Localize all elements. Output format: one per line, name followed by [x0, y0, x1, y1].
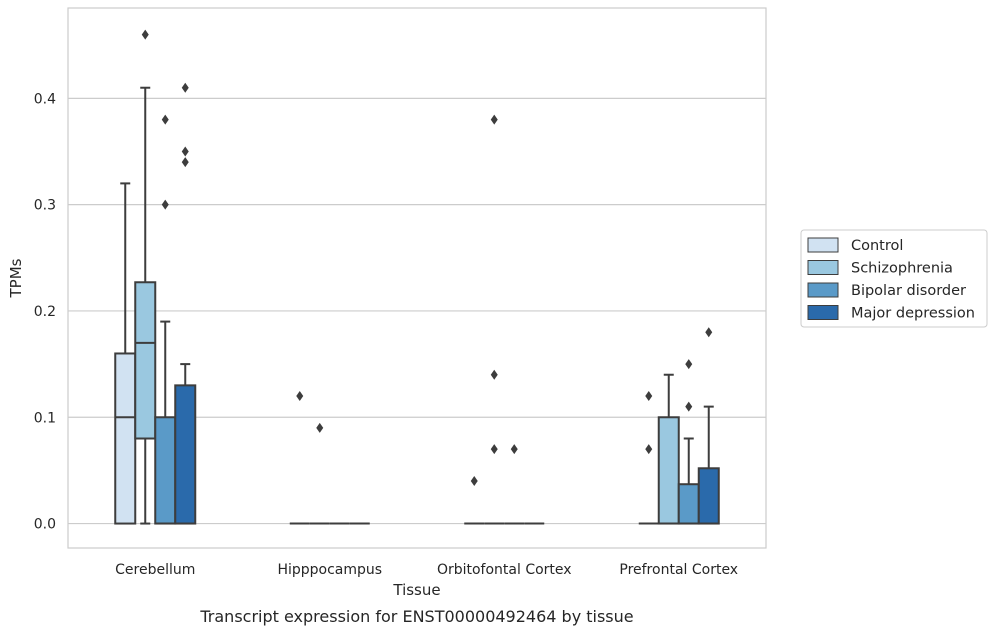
box-body	[657, 416, 680, 525]
outlier-point	[470, 476, 478, 487]
boxes	[114, 29, 720, 525]
legend-swatch	[807, 305, 839, 320]
box-3-2	[677, 359, 700, 525]
y-tick-label: 0.0	[34, 517, 56, 533]
outlier-point	[645, 390, 653, 401]
box-1-0	[289, 390, 310, 525]
box-2-2	[504, 444, 525, 525]
outlier-point	[685, 401, 693, 412]
box-2-1	[484, 114, 505, 525]
y-tick-label: 0.2	[34, 304, 56, 320]
outlier-point	[490, 444, 498, 455]
box-0-2	[154, 114, 177, 525]
box-2-0	[464, 476, 485, 525]
box-body	[174, 384, 197, 525]
legend-label: Control	[851, 238, 903, 254]
box-body	[154, 416, 177, 525]
outlier-point	[510, 444, 518, 455]
outlier-point	[705, 327, 713, 338]
outlier-point	[141, 29, 149, 40]
box-1-1	[309, 422, 330, 525]
outlier-point	[181, 157, 189, 168]
legend-swatch	[807, 260, 839, 275]
outlier-point	[296, 390, 304, 401]
y-tick-label: 0.3	[34, 198, 56, 214]
x-axis-label: Tissue	[392, 581, 440, 599]
legend: Control Schizophrenia Bipolar disorder Majo…	[800, 229, 988, 328]
outlier-point	[161, 114, 169, 125]
legend-label: Major depression	[851, 306, 975, 322]
legend-label: Bipolar disorder	[851, 283, 966, 299]
box-3-0	[638, 390, 659, 525]
y-tick-label: 0.4	[34, 91, 56, 107]
box-0-1	[134, 29, 157, 525]
legend-label: Schizophrenia	[851, 261, 953, 277]
legend-swatch	[807, 237, 839, 253]
box-3-3	[697, 327, 720, 525]
legend-swatch	[807, 282, 839, 298]
box-0-0	[114, 182, 137, 525]
y-tick-labels: 0.0 0.1 0.2 0.3 0.4	[34, 91, 56, 532]
x-tick-label: Prefrontal Cortex	[619, 562, 738, 578]
y-tick-label: 0.1	[34, 410, 56, 426]
x-tick-label: Hipppocampus	[277, 562, 382, 578]
chart-caption: Transcript expression for ENST0000049246…	[199, 607, 633, 626]
plot-frame	[67, 7, 767, 549]
box-3-1	[657, 373, 680, 525]
outlier-point	[316, 422, 324, 433]
y-axis-label: TPMs	[7, 258, 25, 298]
outlier-point	[490, 369, 498, 380]
box-body	[134, 281, 157, 440]
box-body	[114, 352, 137, 525]
box-0-3	[174, 82, 197, 525]
legend-frame	[800, 229, 988, 328]
outlier-point	[685, 359, 693, 370]
box-body	[677, 483, 700, 525]
outlier-point	[181, 82, 189, 93]
x-tick-label: Cerebellum	[115, 562, 195, 578]
box-body	[697, 467, 720, 525]
x-tick-labels: Cerebellum Hipppocampus Orbitofontal Corte…	[115, 562, 738, 578]
outlier-point	[181, 146, 189, 157]
outlier-point	[490, 114, 498, 125]
x-tick-label: Orbitofontal Cortex	[437, 562, 572, 578]
outlier-point	[645, 444, 653, 455]
outlier-point	[161, 199, 169, 210]
